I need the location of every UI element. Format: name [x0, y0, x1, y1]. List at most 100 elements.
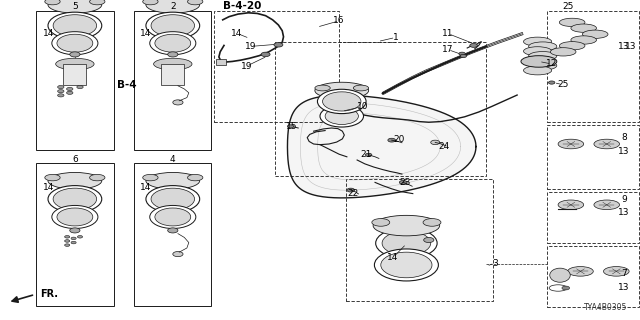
Circle shape: [323, 92, 361, 111]
Circle shape: [48, 12, 102, 39]
Bar: [36, 11, 114, 150]
Bar: [214, 11, 339, 122]
Circle shape: [382, 231, 431, 255]
Text: 19: 19: [241, 62, 252, 71]
Ellipse shape: [315, 85, 330, 91]
Ellipse shape: [188, 0, 203, 5]
Text: 5: 5: [72, 2, 77, 11]
Ellipse shape: [550, 268, 570, 282]
Text: 14: 14: [231, 29, 243, 38]
Ellipse shape: [90, 174, 105, 181]
Circle shape: [399, 180, 407, 184]
Circle shape: [58, 85, 64, 89]
Circle shape: [562, 286, 570, 290]
Text: 6: 6: [72, 156, 77, 164]
Text: 23: 23: [399, 178, 411, 187]
Text: 13: 13: [625, 42, 636, 51]
Ellipse shape: [143, 0, 158, 5]
Ellipse shape: [48, 0, 102, 13]
Ellipse shape: [559, 42, 585, 50]
Ellipse shape: [594, 200, 620, 210]
Ellipse shape: [56, 58, 94, 70]
Bar: [547, 246, 639, 307]
Circle shape: [470, 44, 477, 47]
Circle shape: [173, 252, 183, 257]
Circle shape: [53, 188, 97, 210]
Circle shape: [381, 252, 432, 278]
Text: B-4: B-4: [117, 80, 136, 90]
Text: 9: 9: [621, 196, 627, 204]
Circle shape: [173, 100, 183, 105]
Text: 25: 25: [563, 2, 574, 11]
Text: 16: 16: [333, 16, 345, 25]
Ellipse shape: [146, 172, 200, 189]
Circle shape: [151, 15, 195, 36]
Circle shape: [70, 228, 80, 233]
Circle shape: [67, 91, 73, 94]
Text: 14: 14: [43, 29, 54, 38]
Text: 15: 15: [286, 122, 298, 131]
Bar: [161, 64, 184, 85]
Circle shape: [376, 228, 437, 259]
Circle shape: [155, 34, 191, 52]
Circle shape: [57, 34, 93, 52]
Circle shape: [77, 236, 83, 238]
Text: 24: 24: [438, 142, 450, 151]
Circle shape: [374, 249, 438, 281]
Circle shape: [52, 32, 98, 55]
Circle shape: [347, 188, 355, 192]
Text: 21: 21: [360, 150, 372, 159]
Circle shape: [460, 54, 467, 58]
Ellipse shape: [550, 48, 576, 56]
Circle shape: [274, 43, 283, 47]
Circle shape: [52, 205, 98, 228]
Bar: [547, 192, 639, 243]
Bar: [36, 163, 114, 306]
Ellipse shape: [594, 139, 620, 149]
Text: 2: 2: [170, 2, 175, 11]
Text: FR.: FR.: [40, 289, 58, 299]
Ellipse shape: [45, 174, 60, 181]
Text: 14: 14: [140, 29, 152, 38]
Text: 12: 12: [546, 60, 557, 68]
Text: 14: 14: [43, 183, 54, 192]
Circle shape: [168, 228, 178, 233]
Circle shape: [431, 140, 440, 145]
Circle shape: [70, 52, 80, 57]
Text: 13: 13: [618, 208, 630, 217]
Ellipse shape: [529, 61, 557, 70]
Circle shape: [261, 52, 270, 57]
Bar: [275, 42, 486, 176]
Text: 13: 13: [618, 42, 630, 51]
Ellipse shape: [423, 219, 441, 226]
Circle shape: [548, 81, 555, 84]
Text: 13: 13: [618, 284, 630, 292]
Circle shape: [320, 105, 364, 127]
Text: 19: 19: [245, 42, 257, 51]
Circle shape: [150, 205, 196, 228]
Ellipse shape: [568, 267, 593, 276]
Text: 1: 1: [393, 33, 398, 42]
Circle shape: [65, 240, 70, 242]
Bar: [63, 64, 86, 85]
Circle shape: [146, 12, 200, 39]
Circle shape: [58, 94, 64, 97]
Ellipse shape: [188, 174, 203, 181]
Ellipse shape: [315, 82, 369, 99]
Ellipse shape: [521, 56, 557, 67]
Text: 22: 22: [348, 189, 359, 198]
Circle shape: [146, 186, 200, 212]
Text: 14: 14: [387, 253, 399, 262]
Ellipse shape: [524, 56, 552, 65]
Bar: [346, 179, 493, 301]
Ellipse shape: [524, 66, 552, 75]
Text: 14: 14: [140, 183, 152, 192]
Text: 20: 20: [394, 135, 405, 144]
Circle shape: [168, 52, 178, 57]
Circle shape: [65, 236, 70, 238]
Ellipse shape: [559, 18, 585, 27]
Bar: [547, 11, 639, 122]
Circle shape: [48, 186, 102, 212]
Circle shape: [150, 32, 196, 55]
Circle shape: [57, 208, 93, 226]
